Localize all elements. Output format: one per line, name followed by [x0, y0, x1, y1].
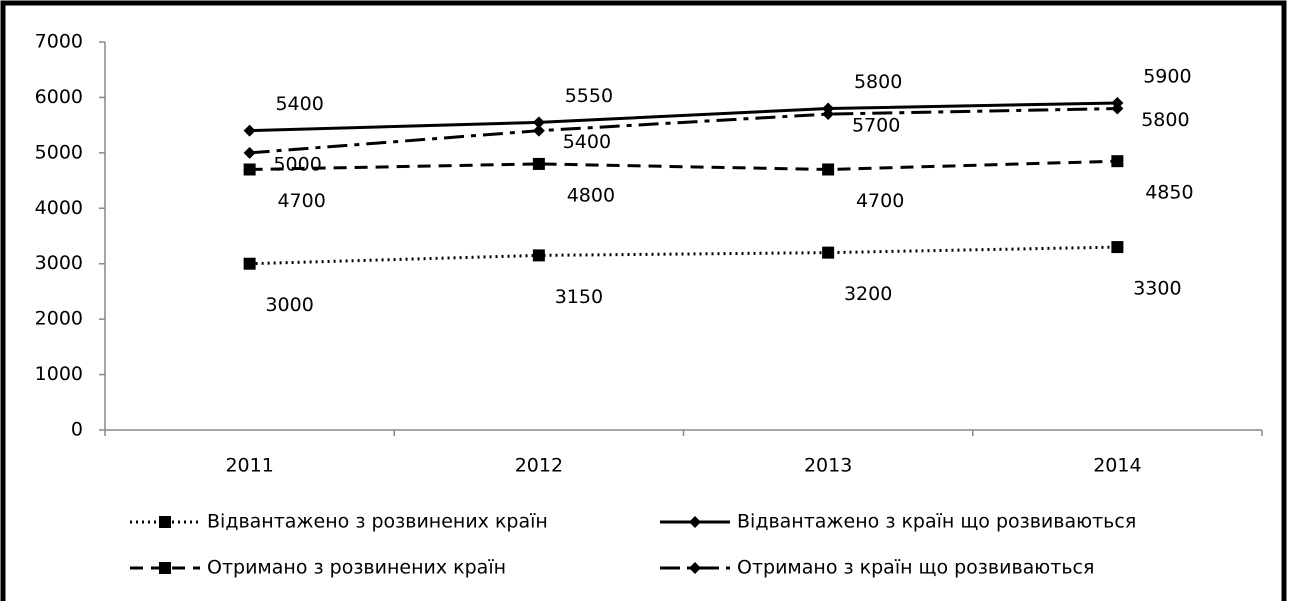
- series-marker: [243, 257, 256, 270]
- data-label: 3150: [555, 286, 603, 308]
- legend-marker: [159, 562, 171, 574]
- data-label: 3300: [1133, 278, 1181, 300]
- x-tick-label: 2012: [515, 455, 563, 477]
- series-marker: [822, 246, 835, 259]
- legend-label: Відвантажено з країн що розвиваються: [737, 511, 1136, 533]
- x-tick-label: 2011: [225, 455, 273, 477]
- data-label: 5900: [1143, 65, 1191, 87]
- y-tick-label: 3000: [35, 252, 83, 274]
- y-tick-label: 4000: [35, 197, 83, 219]
- legend-marker: [159, 516, 171, 528]
- series-line: [249, 159, 1118, 171]
- legend-label: Отримано з розвинених країн: [207, 557, 506, 579]
- y-tick-label: 5000: [35, 141, 83, 163]
- legend-marker: [689, 562, 701, 574]
- data-label: 5000: [273, 153, 321, 175]
- data-label: 5400: [563, 131, 611, 153]
- y-tick-label: 0: [71, 419, 83, 441]
- series-marker: [243, 146, 256, 159]
- data-label: 5550: [565, 85, 613, 107]
- legend-label: Отримано з країн що розвиваються: [737, 557, 1094, 579]
- data-label: 4700: [277, 190, 325, 212]
- y-tick-label: 7000: [35, 31, 83, 53]
- series-marker: [1111, 155, 1124, 168]
- legend-label: Відвантажено з розвинених країн: [207, 511, 548, 533]
- series-marker: [822, 108, 835, 121]
- y-tick-label: 1000: [35, 363, 83, 385]
- data-label: 4700: [856, 190, 904, 212]
- y-tick-label: 2000: [35, 308, 83, 330]
- series-marker: [243, 124, 256, 137]
- data-label: 5400: [275, 93, 323, 115]
- series-marker: [532, 116, 545, 129]
- data-label: 5800: [1141, 109, 1189, 131]
- data-label: 3000: [265, 294, 313, 316]
- x-tick-label: 2013: [804, 455, 852, 477]
- data-label: 5700: [852, 115, 900, 137]
- y-tick-label: 6000: [35, 86, 83, 108]
- data-label: 4800: [567, 184, 615, 206]
- series-marker: [1111, 102, 1124, 115]
- series-marker: [532, 249, 545, 262]
- series-line: [249, 107, 1118, 155]
- series-marker: [243, 163, 256, 176]
- series-marker: [1111, 241, 1124, 254]
- data-label: 3200: [844, 283, 892, 305]
- data-label: 4850: [1145, 182, 1193, 204]
- data-label: 5800: [854, 71, 902, 93]
- series-line: [249, 101, 1118, 133]
- legend-marker: [689, 516, 701, 528]
- series-marker: [532, 157, 545, 170]
- series-marker: [822, 163, 835, 176]
- series-line: [249, 245, 1118, 266]
- series-marker: [532, 124, 545, 137]
- x-tick-label: 2014: [1093, 455, 1141, 477]
